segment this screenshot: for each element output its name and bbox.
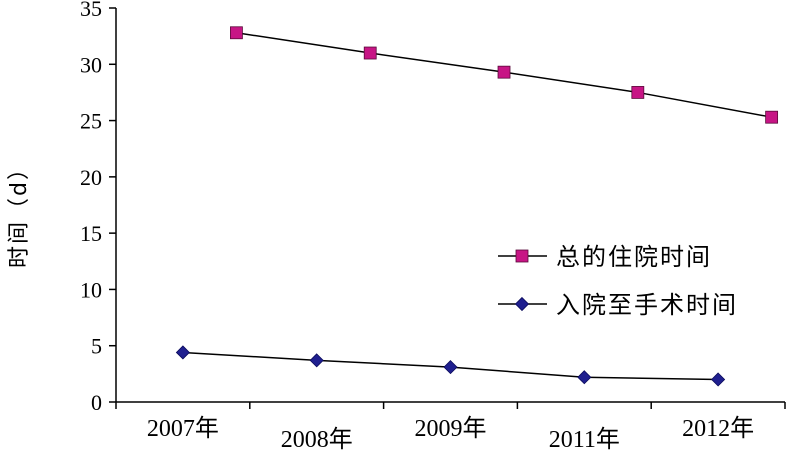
y-tick-label: 30: [80, 52, 102, 77]
data-point-diamond: [309, 353, 324, 368]
data-point-diamond: [711, 372, 726, 387]
y-tick-label: 25: [80, 109, 102, 134]
data-point-square: [363, 46, 377, 60]
y-tick-label: 10: [80, 277, 102, 302]
x-ticks: 2007年 2008年 2009年 2011年 2012年: [115, 402, 786, 451]
data-point-square: [631, 86, 645, 99]
x-tick-label: 2012年: [682, 415, 754, 442]
y-tick-label: 35: [80, 0, 102, 21]
legend-marker-diamond: [514, 296, 530, 312]
data-point-square: [497, 65, 511, 79]
data-point-diamond: [577, 370, 592, 385]
series-layer: [175, 26, 779, 387]
x-tick-label: 2007年: [147, 415, 219, 442]
data-point-diamond: [443, 360, 458, 375]
legend-label: 总的住院时间: [556, 243, 712, 271]
x-tick-label: 2009年: [415, 415, 487, 442]
y-tick-label: 20: [80, 165, 102, 190]
x-tick-label: 2008年: [281, 426, 353, 451]
legend-marker-square: [515, 249, 529, 263]
x-tick-label: 2011年: [549, 426, 620, 451]
data-point-square: [765, 110, 779, 124]
legend-label: 入院至手术时间: [556, 291, 738, 319]
y-tick-label: 0: [91, 390, 102, 415]
y-ticks: 0 5 10 15 20 25 30 35: [80, 0, 116, 415]
axes: [115, 8, 785, 403]
y-axis-title: 时间（d）: [7, 156, 32, 268]
y-tick-label: 15: [80, 221, 102, 246]
data-point-square: [230, 26, 243, 40]
data-point-diamond: [175, 345, 190, 360]
y-tick-label: 5: [91, 334, 102, 359]
